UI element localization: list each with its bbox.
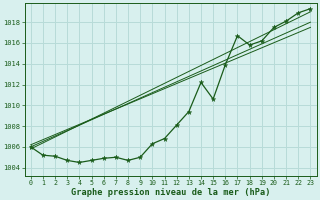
X-axis label: Graphe pression niveau de la mer (hPa): Graphe pression niveau de la mer (hPa) bbox=[71, 188, 270, 197]
